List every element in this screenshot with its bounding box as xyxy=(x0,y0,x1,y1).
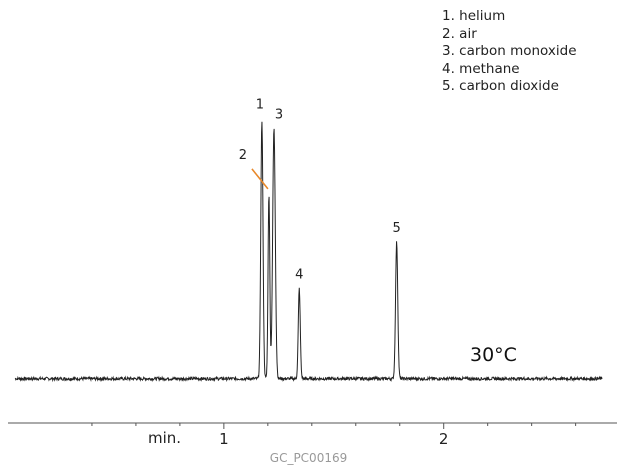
plot-area: 1 2 3 4 5 1 2 xyxy=(8,98,617,448)
temperature-label: 30°C xyxy=(470,344,517,366)
legend-entry-4: 4. methane xyxy=(442,60,520,77)
x-tick-label-1: 1 xyxy=(219,430,229,448)
peak-label-2: 2 xyxy=(239,148,247,163)
legend-entry-2: 2. air xyxy=(442,25,477,42)
legend-entry-5: 5. carbon dioxide xyxy=(442,78,559,94)
legend-entry-3: 3. carbon monoxide xyxy=(442,43,577,59)
x-tick-label-2: 2 xyxy=(439,430,449,448)
legend-entry-1: 1. helium xyxy=(442,8,506,24)
peak-label-4: 4 xyxy=(295,267,303,282)
peak-label-1: 1 xyxy=(256,98,264,113)
peak-label-3: 3 xyxy=(275,107,283,122)
x-axis-unit-label: min. xyxy=(148,429,182,447)
peak-label-5: 5 xyxy=(393,221,401,236)
signal-trace xyxy=(14,121,603,383)
peak-2-pointer xyxy=(251,168,269,190)
legend: 1. helium 2. air 3. carbon monoxide 4. m… xyxy=(442,8,577,96)
figure-code: GC_PC00169 xyxy=(269,451,348,465)
